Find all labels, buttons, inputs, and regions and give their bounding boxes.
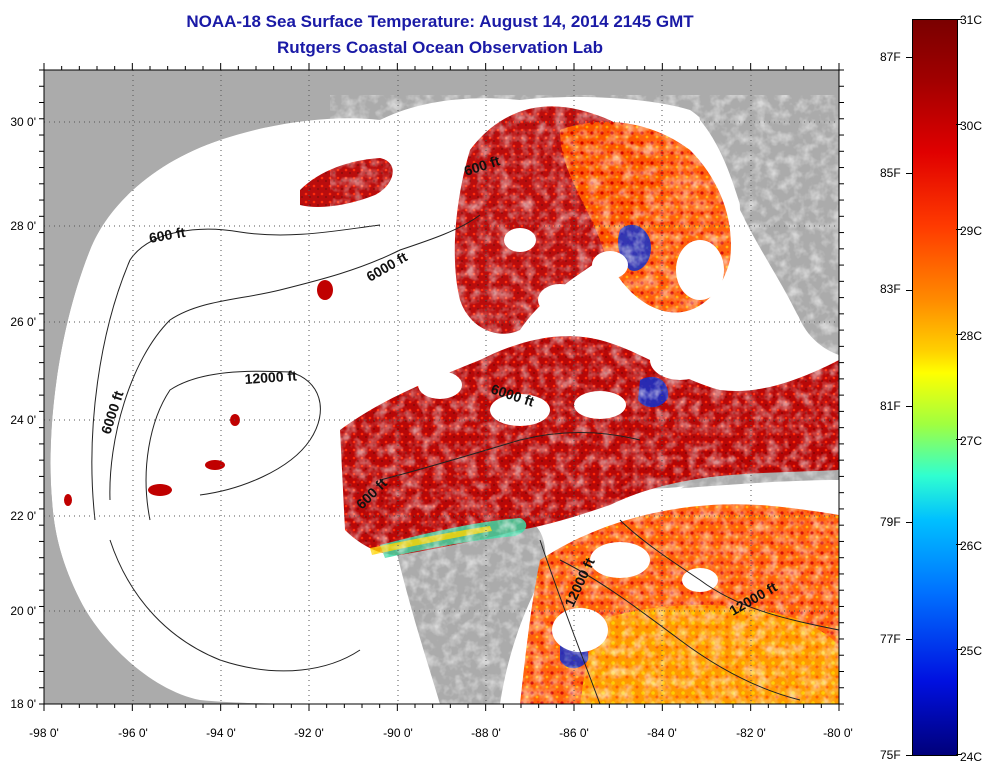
colorbar-fahrenheit-label: 75F xyxy=(880,748,901,762)
contour-label-600ft-north: 600 ft xyxy=(148,224,187,246)
lon-label: -92 0' xyxy=(294,726,324,740)
lat-label: 18 0' xyxy=(10,697,36,711)
lon-label: -94 0' xyxy=(206,726,236,740)
colorbar-tick xyxy=(906,638,912,640)
colorbar-fahrenheit-label: 81F xyxy=(880,399,901,413)
colorbar-tick xyxy=(956,544,962,545)
colorbar-tick xyxy=(906,754,912,756)
cloud-blobs xyxy=(418,228,724,652)
colorbar-tick xyxy=(956,754,962,755)
lon-label: -98 0' xyxy=(29,726,59,740)
colorbar-celsius-label: 30C xyxy=(960,119,983,133)
lon-label: -88 0' xyxy=(471,726,501,740)
lat-label: 20 0' xyxy=(10,604,36,618)
map-body xyxy=(44,70,839,704)
bathymetry-contours xyxy=(91,214,839,704)
colorbar-celsius-label: 29C xyxy=(960,224,983,238)
mexico-land xyxy=(44,70,220,704)
lat-label: 22 0' xyxy=(10,509,36,523)
map-frame xyxy=(43,69,840,705)
colorbar-tick xyxy=(956,124,962,125)
colorbar xyxy=(912,19,958,756)
colorbar-tick xyxy=(956,439,962,440)
lat-label: 24 0' xyxy=(10,413,36,427)
colorbar-tick xyxy=(906,405,912,407)
colorbar-fahrenheit-label: 87F xyxy=(880,50,901,64)
colorbar-tick xyxy=(956,19,962,20)
graticule xyxy=(44,70,839,704)
contour-label-12000ft-central: 12000 ft xyxy=(244,367,297,387)
colorbar-celsius-label: 27C xyxy=(960,434,983,448)
axis-ticks xyxy=(39,63,844,711)
lat-label: 30 0' xyxy=(10,115,36,129)
colorbar-tick xyxy=(956,649,962,650)
lon-label: -90 0' xyxy=(383,726,413,740)
colorbar-tick xyxy=(906,173,912,175)
title-line-1: NOAA-18 Sea Surface Temperature: August … xyxy=(186,12,694,31)
lon-label: -84 0' xyxy=(647,726,677,740)
lon-label: -96 0' xyxy=(118,726,148,740)
lon-label: -86 0' xyxy=(559,726,589,740)
lat-label: 28 0' xyxy=(10,219,36,233)
colorbar-celsius-label: 28C xyxy=(960,329,983,343)
longitude-labels: -98 0' -96 0' -94 0' -92 0' -90 0' -88 0… xyxy=(29,726,853,740)
colorbar-celsius-label: 26C xyxy=(960,539,983,553)
colorbar-celsius-label: 31C xyxy=(960,13,983,27)
colorbar-fahrenheit-label: 85F xyxy=(880,166,901,180)
colorbar-tick xyxy=(956,229,962,230)
sst-spots-west xyxy=(64,280,333,506)
colorbar-tick xyxy=(956,334,962,335)
colorbar-fahrenheit-label: 77F xyxy=(880,632,901,646)
title-line-2: Rutgers Coastal Ocean Observation Lab xyxy=(277,38,603,57)
latitude-labels: 30 0' 28 0' 26 0' 24 0' 22 0' 20 0' 18 0… xyxy=(10,115,36,711)
lon-label: -82 0' xyxy=(736,726,766,740)
colorbar-fahrenheit-label: 79F xyxy=(880,515,901,529)
colorbar-tick xyxy=(906,522,912,524)
colorbar-celsius-label: 24C xyxy=(960,750,983,764)
colorbar-tick xyxy=(906,57,912,58)
colorbar-tick xyxy=(906,289,912,291)
colorbar-celsius-label: 25C xyxy=(960,644,983,658)
colorbar-fahrenheit-label: 83F xyxy=(880,282,901,296)
lat-label: 26 0' xyxy=(10,315,36,329)
lon-label: -80 0' xyxy=(823,726,853,740)
